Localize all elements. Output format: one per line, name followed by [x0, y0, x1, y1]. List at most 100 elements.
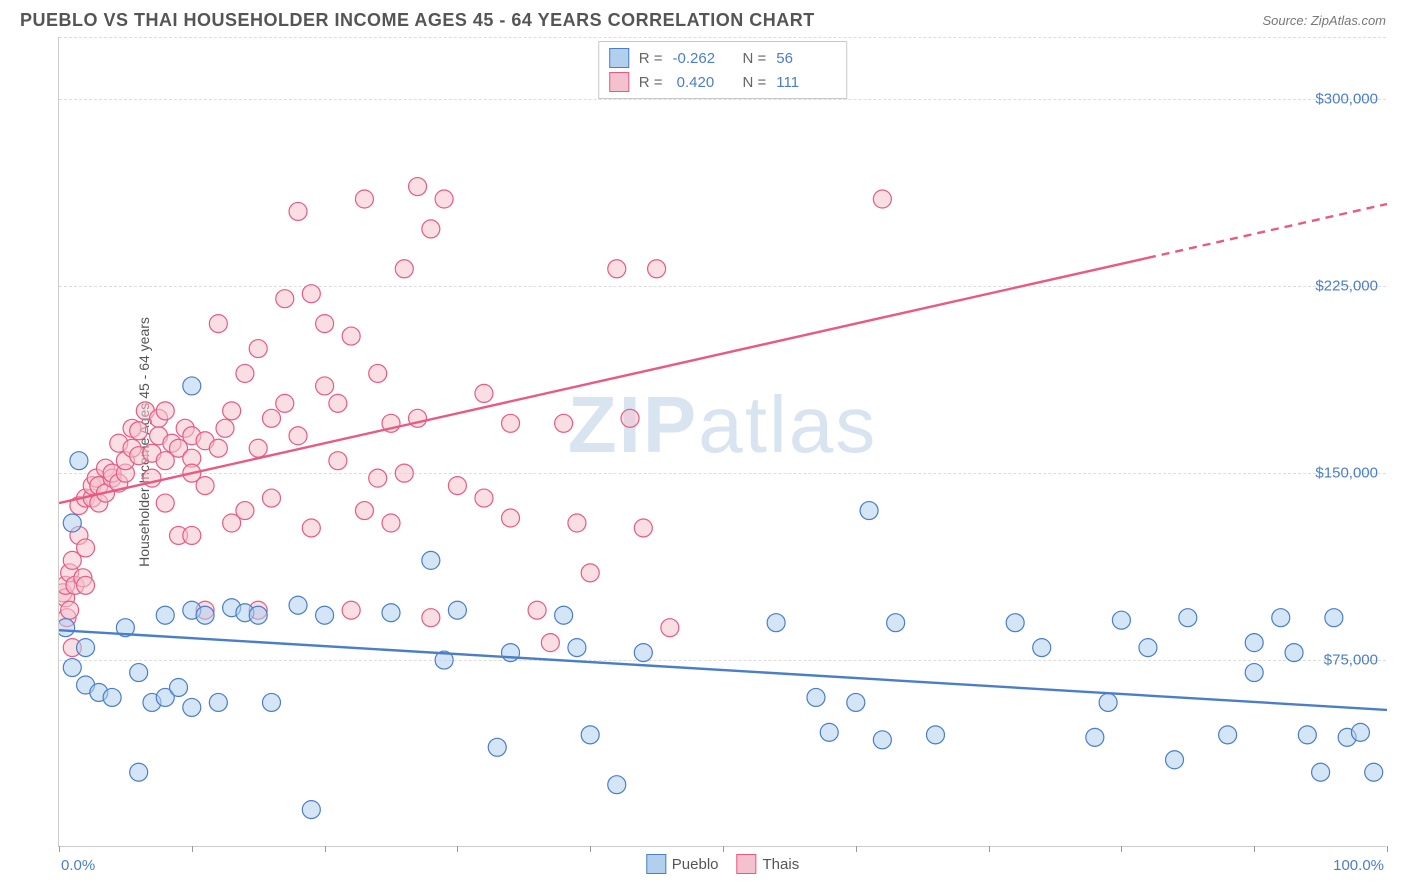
data-point [502, 509, 520, 527]
data-point [409, 409, 427, 427]
data-point [183, 698, 201, 716]
swatch-pueblo-icon [609, 48, 629, 68]
data-point [555, 606, 573, 624]
data-point [608, 776, 626, 794]
x-max-label: 100.0% [1333, 857, 1384, 874]
data-point [77, 576, 95, 594]
swatch-thais-icon [609, 72, 629, 92]
data-point [581, 726, 599, 744]
data-point [634, 644, 652, 662]
data-point [1325, 609, 1343, 627]
data-point [276, 290, 294, 308]
data-point [502, 644, 520, 662]
data-point [528, 601, 546, 619]
data-point [502, 414, 520, 432]
data-point [183, 526, 201, 544]
data-point [621, 409, 639, 427]
data-point [249, 340, 267, 358]
data-point [1086, 728, 1104, 746]
data-point [1006, 614, 1024, 632]
r-value-thais: 0.420 [673, 74, 733, 91]
n-label: N = [743, 74, 767, 91]
data-point [1219, 726, 1237, 744]
data-point [302, 519, 320, 537]
data-point [130, 763, 148, 781]
data-point [209, 315, 227, 333]
data-point [634, 519, 652, 537]
data-point [1272, 609, 1290, 627]
legend-stats: R = -0.262 N = 56 R = 0.420 N = 111 [598, 41, 848, 99]
n-label: N = [743, 50, 767, 67]
data-point [209, 693, 227, 711]
data-point [382, 604, 400, 622]
r-label: R = [639, 50, 663, 67]
swatch-pueblo-icon [646, 854, 666, 874]
data-point [448, 477, 466, 495]
data-point [422, 220, 440, 238]
data-point [59, 619, 75, 637]
data-point [475, 384, 493, 402]
data-point [422, 609, 440, 627]
data-point [1179, 609, 1197, 627]
data-point [249, 606, 267, 624]
chart-area: Householder Income Ages 45 - 64 years $7… [58, 37, 1386, 847]
data-point [422, 551, 440, 569]
data-point [316, 377, 334, 395]
data-point [1139, 639, 1157, 657]
data-point [316, 606, 334, 624]
data-point [1033, 639, 1051, 657]
data-point [355, 502, 373, 520]
data-point [249, 439, 267, 457]
data-point [262, 409, 280, 427]
data-point [1285, 644, 1303, 662]
data-point [555, 414, 573, 432]
data-point [820, 723, 838, 741]
legend-label-thais: Thais [763, 856, 800, 873]
r-label: R = [639, 74, 663, 91]
data-point [568, 514, 586, 532]
x-min-label: 0.0% [61, 857, 95, 874]
data-point [223, 402, 241, 420]
data-point [276, 394, 294, 412]
data-point [342, 327, 360, 345]
data-point [130, 664, 148, 682]
data-point [61, 601, 79, 619]
data-point [289, 596, 307, 614]
data-point [608, 260, 626, 278]
data-point [289, 202, 307, 220]
data-point [382, 414, 400, 432]
swatch-thais-icon [737, 854, 757, 874]
data-point [1112, 611, 1130, 629]
data-point [1365, 763, 1383, 781]
data-point [648, 260, 666, 278]
data-point [1099, 693, 1117, 711]
legend-label-pueblo: Pueblo [672, 856, 719, 873]
data-point [196, 606, 214, 624]
data-point [196, 477, 214, 495]
data-point [103, 688, 121, 706]
data-point [170, 678, 188, 696]
data-point [302, 285, 320, 303]
data-point [847, 693, 865, 711]
data-point [116, 619, 134, 637]
data-point [143, 469, 161, 487]
data-point [156, 606, 174, 624]
data-point [130, 422, 148, 440]
data-point [1245, 664, 1263, 682]
data-point [262, 693, 280, 711]
data-point [926, 726, 944, 744]
data-point [488, 738, 506, 756]
legend-series: Pueblo Thais [646, 854, 799, 874]
data-point [316, 315, 334, 333]
data-point [209, 439, 227, 457]
scatter-plot [59, 37, 1387, 847]
data-point [63, 514, 81, 532]
data-point [382, 514, 400, 532]
data-point [329, 394, 347, 412]
data-point [475, 489, 493, 507]
data-point [70, 452, 88, 470]
data-point [355, 190, 373, 208]
data-point [568, 639, 586, 657]
data-point [156, 402, 174, 420]
data-point [1351, 723, 1369, 741]
